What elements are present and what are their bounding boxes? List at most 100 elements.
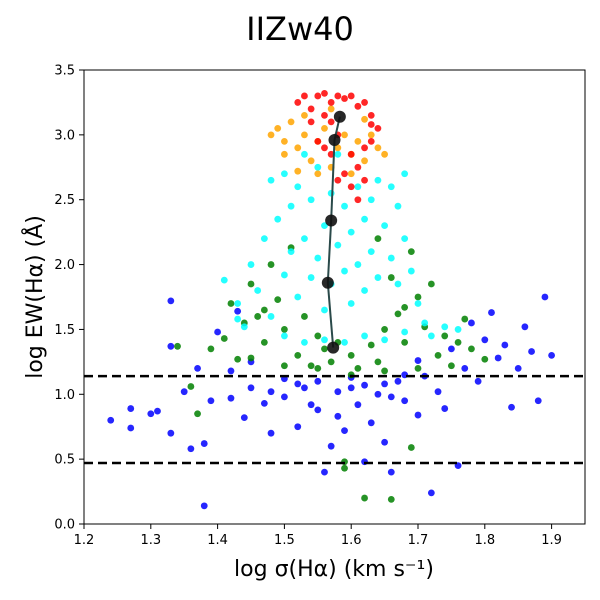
green-point <box>387 495 395 503</box>
red-point <box>334 92 342 100</box>
orange-point <box>301 131 308 139</box>
cyan-point <box>220 276 228 284</box>
cyan-point <box>361 215 368 223</box>
blue-point <box>240 414 248 422</box>
blue-point <box>167 429 175 437</box>
green-point <box>301 313 308 320</box>
x-tick-label: 1.7 <box>408 533 429 548</box>
cyan-point <box>307 274 315 281</box>
blue-point <box>314 406 322 414</box>
green-point <box>361 494 368 502</box>
cyan-point <box>287 248 295 256</box>
axes-frame <box>83 69 586 525</box>
cyan-point <box>387 254 395 262</box>
x-tick-label: 1.2 <box>74 533 95 548</box>
red-point <box>341 170 348 178</box>
blue-point <box>294 380 302 388</box>
red-point <box>307 118 315 126</box>
blue-point <box>214 328 222 336</box>
blue-point <box>107 416 115 424</box>
cyan-point <box>247 261 255 268</box>
orange-point <box>354 137 362 145</box>
cyan-point <box>367 196 375 204</box>
orange-point <box>294 144 302 152</box>
orange-point <box>314 170 322 178</box>
red-point <box>354 196 362 204</box>
cyan-point <box>361 287 368 294</box>
cyan-point <box>281 271 288 279</box>
y-tick-label: 2.0 <box>54 258 75 273</box>
green-point <box>407 444 415 451</box>
green-point <box>461 315 469 323</box>
cyan-point <box>240 323 248 331</box>
blue-point <box>267 388 275 396</box>
blue-point <box>200 502 208 510</box>
x-tick-label: 1.4 <box>207 533 228 548</box>
cyan-point <box>301 150 308 158</box>
green-point <box>314 332 322 340</box>
blue-point <box>548 351 555 359</box>
blue-point <box>154 407 161 415</box>
cyan-point <box>407 267 415 275</box>
green-point <box>434 351 442 359</box>
blue-point <box>374 390 382 398</box>
orange-point <box>361 115 368 123</box>
cyan-point <box>321 222 328 230</box>
orange-point <box>287 118 295 126</box>
green-point <box>207 345 215 353</box>
green-point <box>254 313 262 320</box>
cyan-point <box>274 215 282 223</box>
blue-point <box>127 424 135 432</box>
red-point <box>354 102 362 110</box>
cyan-point <box>421 319 429 327</box>
green-point <box>367 341 375 349</box>
blue-point <box>414 411 422 419</box>
cyan-point <box>381 336 388 344</box>
axis-ticks: 1.2 1.3 1.4 1.5 1.6 1.7 1.8 1.9 0.0 0.5 1.0 1.5 2.0 2… <box>54 64 562 549</box>
green-point <box>314 364 322 372</box>
y-tick-label: 1.0 <box>54 388 75 403</box>
blue-point <box>194 364 201 372</box>
blue-point <box>434 388 442 396</box>
blue-point <box>187 445 195 453</box>
x-tick-label: 1.8 <box>474 533 495 548</box>
cyan-point <box>234 315 242 323</box>
blue-point <box>281 393 288 401</box>
blue-point <box>347 384 355 392</box>
blue-point <box>387 468 395 476</box>
red-point <box>361 176 368 184</box>
blue-point <box>528 348 535 355</box>
blue-point <box>361 381 368 389</box>
red-point <box>341 95 348 102</box>
cyan-point <box>314 163 322 171</box>
cyan-point <box>367 248 375 256</box>
y-tick-label: 3.0 <box>54 128 75 143</box>
green-point <box>394 310 402 318</box>
blue-point <box>247 384 255 392</box>
orange-point <box>281 137 288 145</box>
blue-point <box>127 405 135 412</box>
green-point <box>260 339 268 346</box>
cyan-point <box>321 336 328 344</box>
green-point <box>281 326 288 333</box>
green-point <box>347 351 355 359</box>
orange-point <box>381 150 388 158</box>
blue-point <box>294 423 302 431</box>
green-point <box>448 362 455 370</box>
blue-point <box>234 307 242 315</box>
cyan-point <box>401 328 409 336</box>
orange-point <box>307 157 315 165</box>
cyan-point <box>267 313 275 320</box>
cyan-point <box>294 293 302 301</box>
red-point <box>347 183 355 191</box>
green-point <box>387 274 395 281</box>
blue-point <box>534 397 542 405</box>
red-point <box>314 137 322 145</box>
median-point <box>321 276 334 289</box>
orange-point <box>347 170 355 178</box>
red-point <box>354 163 362 171</box>
green-point <box>174 342 181 350</box>
y-tick-label: 3.5 <box>54 64 75 79</box>
blue-point <box>381 380 388 388</box>
cyan-point <box>454 326 462 333</box>
